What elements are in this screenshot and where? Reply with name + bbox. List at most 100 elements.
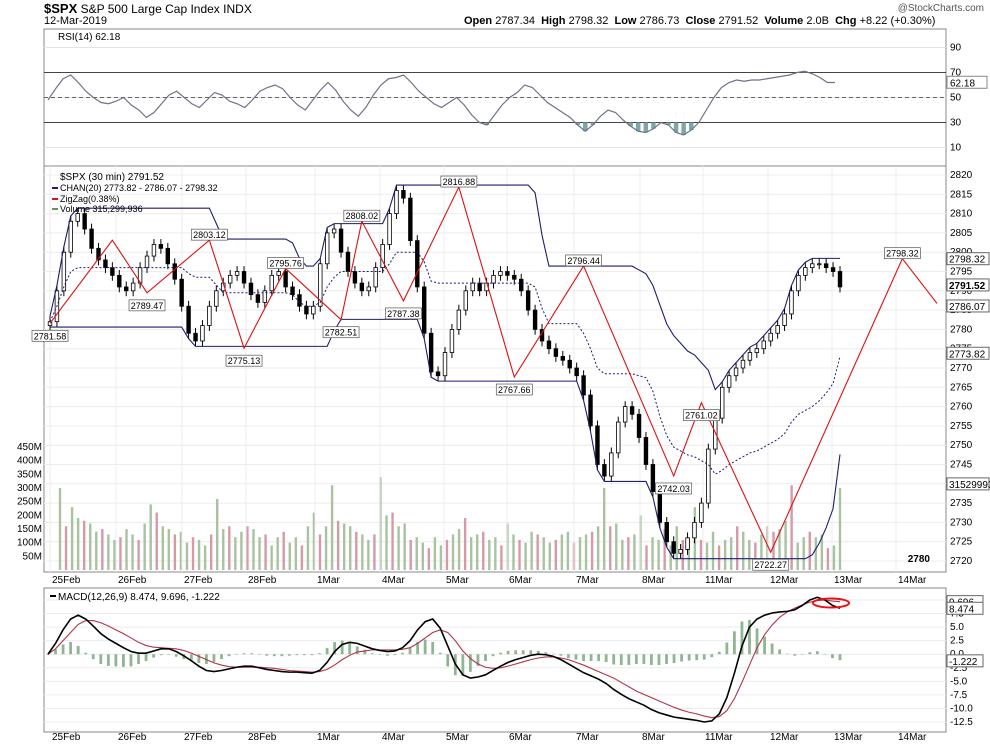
volume-bar: [143, 523, 146, 570]
candle-body: [151, 244, 157, 257]
macd-tick-label: -12.5: [950, 717, 973, 728]
candle-body: [96, 247, 101, 261]
candle-body: [401, 190, 406, 199]
price-tick-label: 2795: [950, 267, 973, 278]
index-name: S&P 500 Large Cap Index: [80, 2, 220, 16]
zigzag-label-box: [322, 326, 360, 339]
volume-tick-label: 450M: [17, 442, 42, 453]
candle-body: [602, 464, 607, 477]
price-panel: [43, 165, 947, 573]
volume-bar: [415, 537, 418, 570]
volume-bar: [288, 542, 291, 570]
volume-bar: [252, 529, 255, 570]
macd-histogram-bar: [197, 654, 201, 664]
macd-histogram-bar: [536, 650, 540, 655]
candle-body: [75, 213, 80, 222]
candle-body: [241, 271, 247, 284]
zigzag-line: [49, 185, 938, 554]
macd-histogram-bar: [665, 654, 668, 664]
low-label: Low: [614, 15, 637, 27]
candle-body: [359, 282, 365, 292]
volume-bar: [808, 531, 811, 570]
zigzag-label: 2787.38: [387, 309, 420, 319]
x-tick-label: 13Mar: [834, 575, 863, 586]
volume-tick-label: 200M: [17, 510, 42, 521]
candle-body: [525, 290, 531, 311]
macd-histogram-bar: [491, 654, 495, 657]
macd-histogram-bar: [303, 654, 306, 656]
candle-body: [581, 375, 586, 396]
x-tick-label: 27Feb: [184, 575, 213, 586]
macd-histogram-bar: [46, 654, 50, 655]
rsi-tick-label: 10: [950, 143, 962, 154]
volume-bar: [602, 488, 606, 570]
volume-bar: [330, 485, 334, 570]
macd-histogram-bar: [370, 653, 374, 655]
candle-body: [82, 213, 87, 230]
macd-tick-label: 2.5: [950, 636, 964, 647]
zigzag-label-box: [191, 228, 228, 241]
candle-body: [595, 425, 600, 465]
volume-bar: [191, 537, 195, 570]
exchange: INDX: [223, 2, 252, 16]
macd-histogram-bar: [114, 654, 118, 667]
price-badge-text: 2798.32: [949, 255, 986, 266]
macd-panel: [43, 587, 947, 733]
macd-histogram-bar: [431, 642, 435, 655]
volume-bar: [318, 534, 322, 570]
macd-title: MACD(12,26,9) 8.474, 9.696, -1.222: [58, 592, 220, 603]
candle-body: [61, 251, 67, 292]
candle-body: [574, 367, 579, 377]
volume-bar: [185, 542, 189, 570]
macd-histogram-bar: [597, 654, 601, 662]
macd-tick-label: -7.5: [950, 690, 968, 701]
volume-bar: [596, 526, 600, 570]
candle-body: [324, 232, 330, 265]
volume-bar: [125, 529, 128, 570]
x-tick-label: 11Mar: [705, 575, 733, 586]
rsi-tick-label: 50: [950, 93, 962, 104]
volume-bar: [342, 523, 346, 570]
macd-histogram-bar: [295, 654, 299, 656]
candle-body: [588, 394, 593, 427]
candle-body: [456, 309, 462, 330]
volume-bar: [548, 542, 551, 570]
volume-bar: [826, 548, 830, 570]
volume-bar: [536, 534, 539, 570]
macd-histogram-bar: [634, 654, 638, 664]
macd-histogram-bar: [348, 642, 352, 655]
macd-histogram-bar: [423, 639, 427, 655]
macd-histogram-bar: [710, 654, 714, 658]
volume-bar: [270, 545, 273, 570]
macd-histogram-bar: [672, 654, 676, 664]
macd-histogram-bar: [69, 642, 73, 655]
volume-bar: [294, 537, 298, 570]
candle-body: [512, 274, 517, 280]
open-label: Open: [464, 15, 493, 27]
volume-tick-label: 100M: [17, 538, 42, 549]
candle-body: [636, 413, 642, 438]
volume-bar: [578, 537, 582, 570]
chart-title: $SPX S&P 500 Large Cap Index INDX: [44, 1, 252, 16]
macd-tick-label: 5.0: [950, 622, 964, 633]
volume-bar: [524, 542, 527, 570]
macd-histogram-bar: [61, 644, 65, 655]
candle-body: [609, 452, 614, 477]
volume-bar: [276, 537, 279, 570]
price-tick-label: 2735: [950, 498, 973, 509]
volume-bar: [264, 534, 267, 570]
macd-histogram-bar: [582, 654, 585, 662]
volume-bar: [373, 534, 376, 570]
candle-body: [754, 348, 760, 353]
volume-bar: [723, 539, 727, 570]
macd-histogram-bar: [235, 654, 238, 655]
x-tick-label: 12Mar: [770, 575, 799, 586]
candle-body: [304, 305, 309, 315]
x-tick-label-macd: 14Mar: [898, 732, 927, 743]
zigzag-label-box: [128, 299, 166, 312]
macd-histogram-bar: [446, 654, 450, 667]
candle-body: [553, 348, 559, 357]
macd-histogram-bar: [272, 654, 276, 657]
macd-histogram-bar: [461, 654, 465, 676]
